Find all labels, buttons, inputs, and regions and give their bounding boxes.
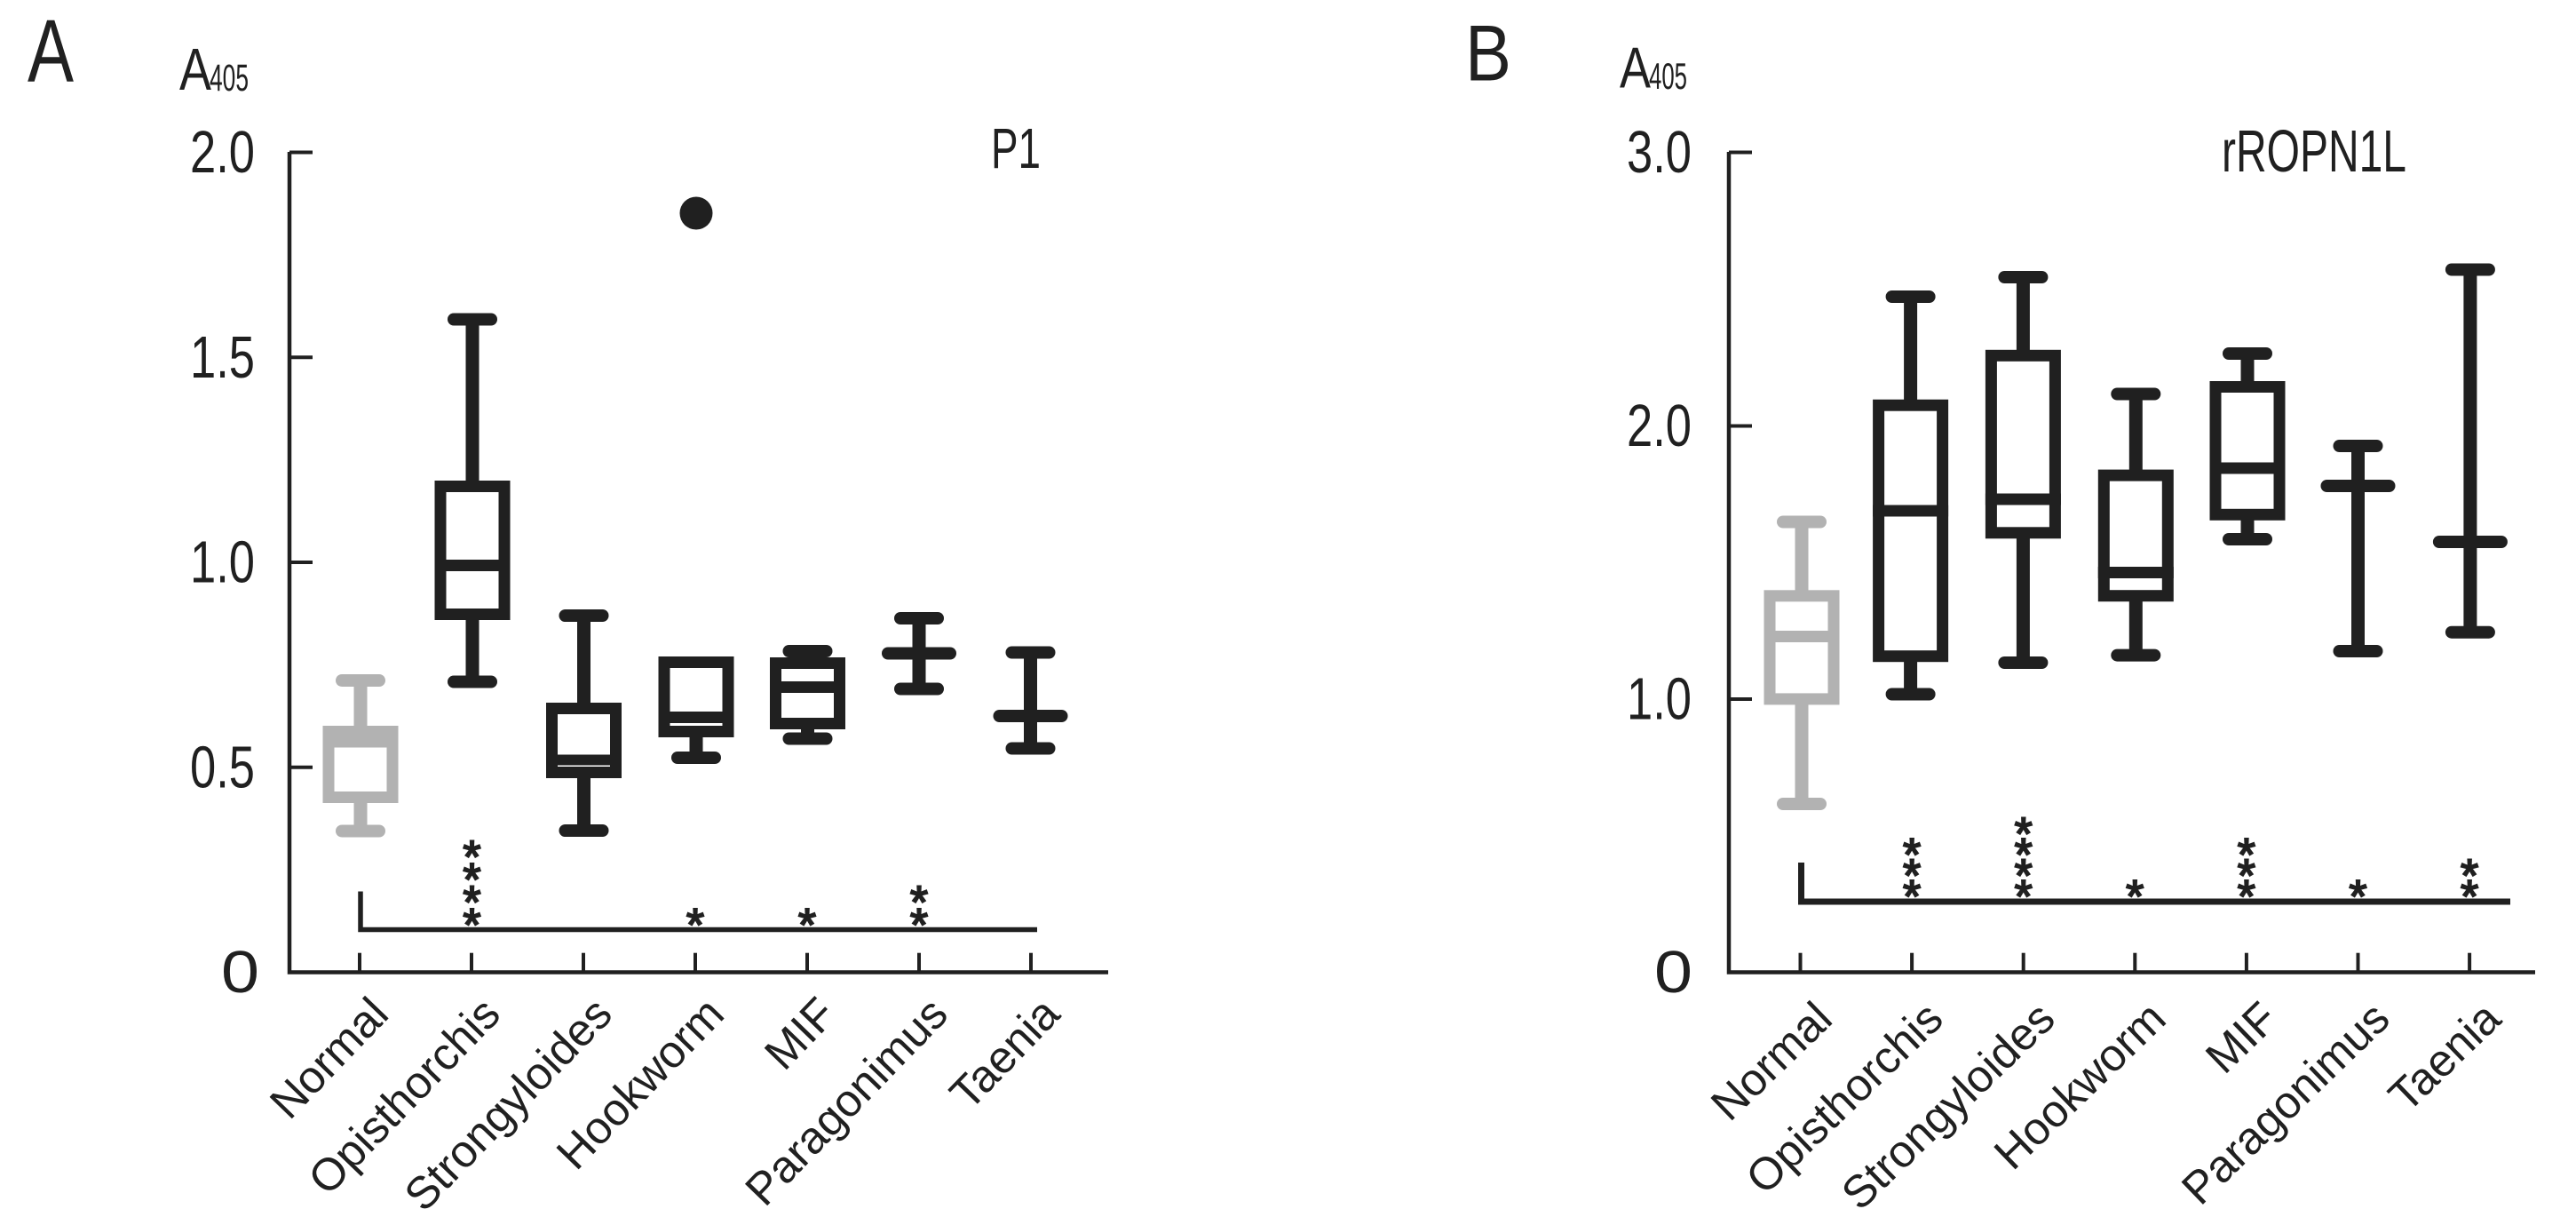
- svg-text:*: *: [2238, 851, 2255, 903]
- svg-text:*: *: [2015, 851, 2033, 903]
- svg-text:*: *: [1903, 851, 1921, 903]
- svg-text:P1: P1: [991, 116, 1041, 180]
- svg-text:0: 0: [221, 939, 259, 1006]
- svg-text:2.0: 2.0: [190, 119, 255, 186]
- svg-text:*: *: [1903, 830, 1921, 881]
- svg-text:*: *: [2015, 808, 2033, 860]
- svg-text:*: *: [1903, 871, 1921, 923]
- svg-text:*: *: [2015, 830, 2033, 881]
- svg-text:*: *: [2015, 871, 2033, 923]
- svg-text:*: *: [2238, 871, 2255, 923]
- svg-text:A: A: [179, 36, 211, 103]
- svg-text:*: *: [2461, 851, 2478, 903]
- svg-text:*: *: [463, 878, 480, 929]
- svg-text:*: *: [463, 831, 480, 883]
- svg-text:2.0: 2.0: [1627, 393, 1692, 459]
- svg-text:rROPN1L: rROPN1L: [2222, 118, 2406, 185]
- svg-text:405: 405: [1649, 55, 1687, 97]
- svg-text:A: A: [28, 2, 74, 101]
- svg-text:405: 405: [210, 57, 249, 99]
- svg-text:*: *: [910, 900, 928, 951]
- svg-text:1.0: 1.0: [1627, 666, 1692, 733]
- svg-text:0: 0: [1654, 939, 1692, 1006]
- svg-text:B: B: [1465, 9, 1511, 98]
- svg-text:*: *: [2126, 871, 2144, 923]
- svg-text:0.5: 0.5: [190, 734, 255, 800]
- svg-text:*: *: [798, 900, 816, 951]
- svg-text:*: *: [2461, 871, 2478, 923]
- svg-text:*: *: [463, 855, 480, 906]
- svg-text:1.0: 1.0: [190, 529, 255, 596]
- svg-text:A: A: [1620, 36, 1652, 100]
- svg-text:*: *: [2238, 830, 2255, 881]
- svg-text:*: *: [463, 900, 480, 951]
- svg-text:*: *: [2349, 871, 2366, 923]
- svg-text:*: *: [686, 900, 704, 951]
- svg-text:3.0: 3.0: [1627, 119, 1692, 186]
- svg-text:*: *: [910, 878, 928, 929]
- svg-text:1.5: 1.5: [190, 324, 255, 391]
